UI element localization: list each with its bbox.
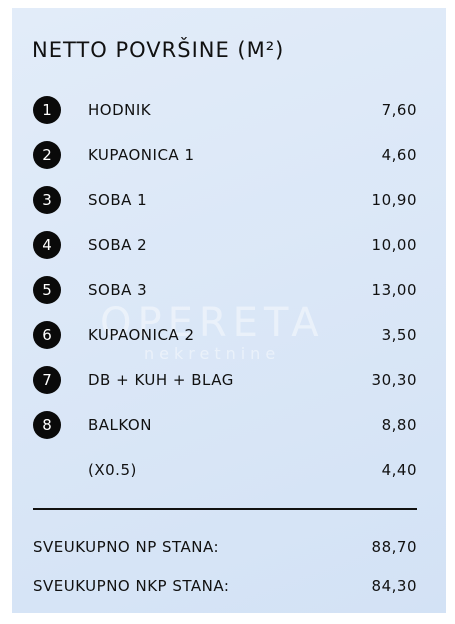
row-label: SOBA 3 xyxy=(88,281,148,299)
row-value: 13,00 xyxy=(371,281,417,299)
row-number: 8 xyxy=(33,411,61,439)
row-number: 3 xyxy=(33,186,61,214)
factor-value: 4,40 xyxy=(381,461,417,479)
row-value: 8,80 xyxy=(381,416,417,434)
card: OPERETA nekretnine NETTO POVRŠINE (M²) 1… xyxy=(12,8,446,613)
row-label: SOBA 2 xyxy=(88,236,148,254)
factor-label: (X0.5) xyxy=(88,461,137,479)
row-label: KUPAONICA 2 xyxy=(88,326,195,344)
total-value: 84,30 xyxy=(371,577,417,595)
watermark-sub: nekretnine xyxy=(144,344,281,363)
divider xyxy=(33,508,417,510)
row-value: 10,00 xyxy=(371,236,417,254)
row-value: 4,60 xyxy=(381,146,417,164)
row-number: 7 xyxy=(33,366,61,394)
row-value: 3,50 xyxy=(381,326,417,344)
title: NETTO POVRŠINE (M²) xyxy=(32,38,285,62)
total-label: SVEUKUPNO NKP STANA: xyxy=(33,577,230,595)
row-value: 7,60 xyxy=(381,101,417,119)
row-label: SOBA 1 xyxy=(88,191,148,209)
row-number: 6 xyxy=(33,321,61,349)
row-value: 30,30 xyxy=(371,371,417,389)
row-label: DB + KUH + BLAG xyxy=(88,371,234,389)
total-label: SVEUKUPNO NP STANA: xyxy=(33,538,220,556)
row-number: 4 xyxy=(33,231,61,259)
row-value: 10,90 xyxy=(371,191,417,209)
row-label: KUPAONICA 1 xyxy=(88,146,195,164)
row-label: BALKON xyxy=(88,416,152,434)
row-number: 2 xyxy=(33,141,61,169)
row-number: 5 xyxy=(33,276,61,304)
row-number: 1 xyxy=(33,96,61,124)
row-label: HODNIK xyxy=(88,101,152,119)
total-value: 88,70 xyxy=(371,538,417,556)
watermark-brand: OPERETA xyxy=(100,300,325,346)
